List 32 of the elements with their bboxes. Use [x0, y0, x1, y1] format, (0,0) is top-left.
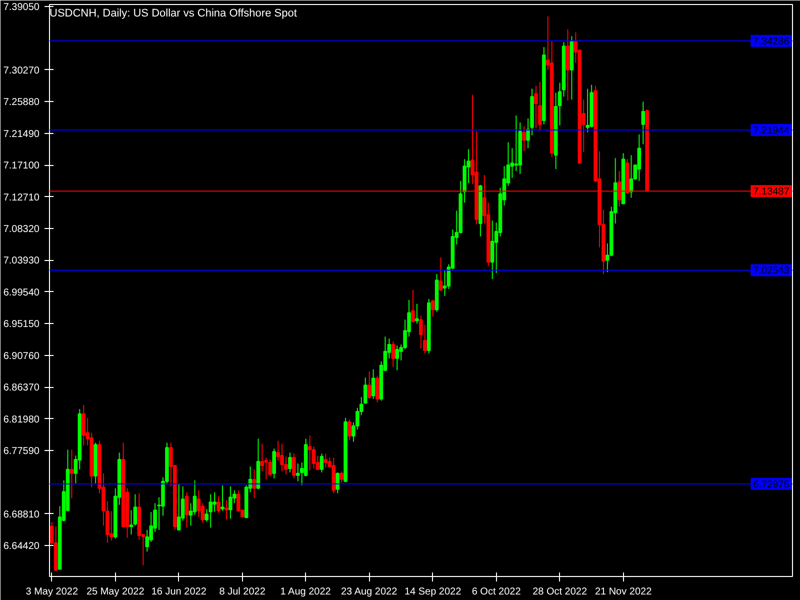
ref-line-label: 7.34286 [753, 36, 790, 48]
y-tick-label: 7.08320 [3, 224, 40, 235]
y-tick-label: 7.12710 [3, 192, 40, 204]
y-tick-label: 7.30270 [3, 65, 40, 76]
ref-line-label: 7.02543 [753, 266, 790, 277]
x-tick-label: 14 Sep 2022 [404, 586, 462, 598]
y-tick-label: 7.25880 [3, 97, 40, 108]
x-tick-label: 1 Aug 2022 [280, 586, 332, 598]
x-tick-label: 28 Oct 2022 [532, 586, 588, 598]
y-tick-label: 6.90760 [3, 350, 40, 362]
y-tick-label: 6.77590 [3, 446, 40, 458]
x-tick-label: 23 Aug 2022 [340, 586, 398, 598]
y-tick-label: 6.81980 [3, 414, 40, 426]
x-tick-label: 16 Jun 2022 [151, 586, 207, 598]
y-tick-label: 7.21490 [3, 128, 40, 140]
x-tick-label: 6 Oct 2022 [472, 586, 522, 598]
y-tick-label: 6.64420 [3, 541, 40, 552]
x-tick-label: 8 Jul 2022 [219, 586, 266, 598]
y-tick-label: 6.99540 [3, 287, 40, 298]
y-tick-label: 7.39050 [3, 2, 40, 13]
y-tick-label: 7.03930 [3, 256, 40, 267]
ref-line-label: 7.21944 [753, 126, 790, 137]
x-tick-label: 25 May 2022 [86, 586, 145, 598]
y-tick-label: 7.17100 [3, 160, 40, 172]
y-tick-label: 6.86370 [3, 382, 40, 394]
ref-line-label: 7.13487 [753, 186, 790, 198]
x-tick-label: 3 May 2022 [26, 586, 78, 598]
chart-title: USDCNH, Daily: US Dollar vs China Offshore Spot [50, 8, 297, 20]
ref-line-label: 6.72975 [753, 479, 790, 490]
y-tick-label: 6.68810 [3, 509, 40, 520]
y-tick-label: 6.95150 [3, 319, 40, 330]
x-tick-label: 21 Nov 2022 [594, 586, 652, 598]
